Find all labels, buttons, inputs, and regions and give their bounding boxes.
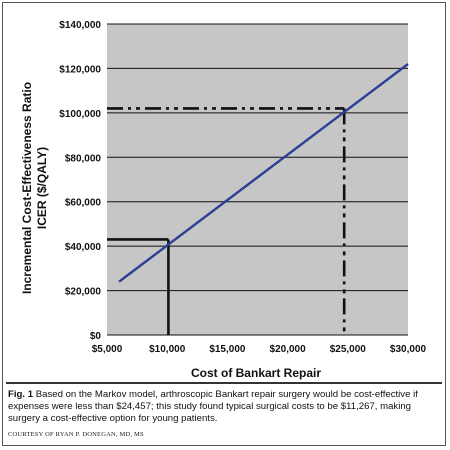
y-axis-label-line1: Incremental Cost-Effectiveness Ratio bbox=[20, 82, 34, 294]
x-tick-label: $30,000 bbox=[390, 344, 427, 355]
y-tick-label: $60,000 bbox=[65, 198, 102, 209]
chart: $0 $20,000 $40,000 $60,000 $80,000 $100,000 $1… bbox=[20, 20, 427, 380]
x-axis-label: Cost of Bankart Repair bbox=[191, 366, 321, 380]
x-tick-label: $15,000 bbox=[209, 344, 246, 355]
icer-line bbox=[118, 63, 409, 283]
y-axis-label-line2: ICER ($/QALY) bbox=[35, 147, 49, 229]
y-tick-label: $0 bbox=[90, 331, 102, 342]
figure-caption: Fig. 1 Based on the Markov model, arthro… bbox=[8, 389, 442, 425]
y-tick-label: $80,000 bbox=[65, 153, 102, 164]
y-tick-label: $40,000 bbox=[65, 242, 102, 253]
x-tick-label: $20,000 bbox=[270, 344, 307, 355]
y-tick-label: $20,000 bbox=[65, 287, 102, 298]
reference-lines bbox=[107, 107, 346, 335]
caption-text: Based on the Markov model, arthroscopic … bbox=[8, 389, 418, 424]
y-tick-label: $140,000 bbox=[59, 20, 101, 31]
grid bbox=[107, 23, 408, 336]
caption-divider bbox=[6, 382, 442, 384]
figure-credit: COURTESY OF RYAN P. DONEGAN, MD, MS bbox=[8, 431, 144, 438]
y-tick-label: $120,000 bbox=[59, 64, 101, 75]
x-tick-label: $25,000 bbox=[330, 344, 367, 355]
caption-label: Fig. 1 bbox=[8, 389, 34, 400]
y-axis-ticks: $0 $20,000 $40,000 $60,000 $80,000 $100,000 $1… bbox=[59, 20, 101, 342]
y-tick-label: $100,000 bbox=[59, 109, 101, 120]
plot-area bbox=[107, 24, 408, 335]
series bbox=[118, 63, 409, 283]
x-tick-label: $5,000 bbox=[92, 344, 123, 355]
x-tick-label: $10,000 bbox=[149, 344, 186, 355]
x-axis-ticks: $5,000 $10,000 $15,000 $20,000 $25,000 $30,00… bbox=[92, 344, 427, 355]
